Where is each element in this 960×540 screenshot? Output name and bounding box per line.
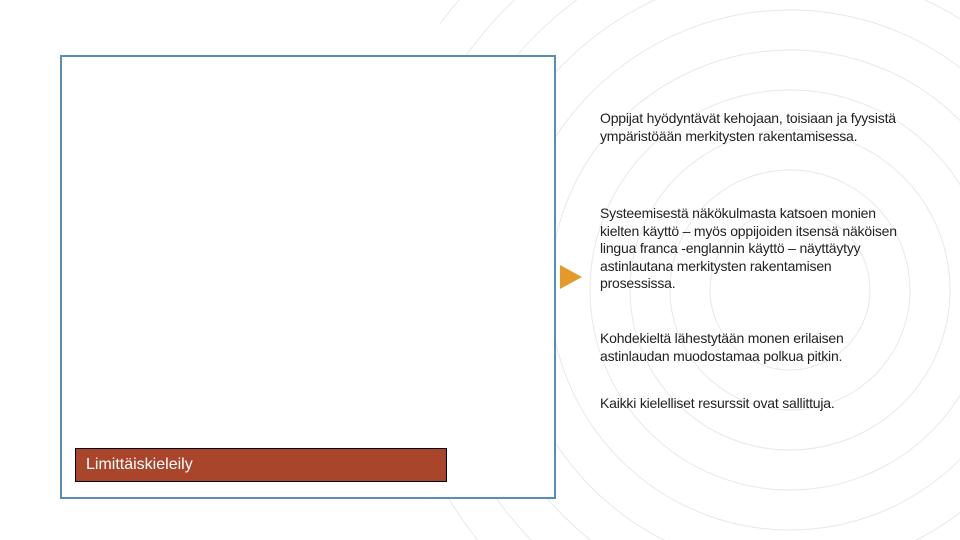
arrow-icon [560,265,582,289]
topic-label-text: Limittäiskieleily [86,456,193,474]
paragraph-4: Kaikki kielelliset resurssit ovat sallit… [600,395,900,413]
main-frame [60,55,556,499]
paragraph-2: Systeemisestä näkökulmasta katsoen monie… [600,205,900,293]
paragraph-3: Kohdekieltä lähestytään monen erilaisen … [600,330,900,365]
topic-label-box: Limittäiskieleily [75,448,447,482]
paragraph-1: Oppijat hyödyntävät kehojaan, toisiaan j… [600,110,900,145]
